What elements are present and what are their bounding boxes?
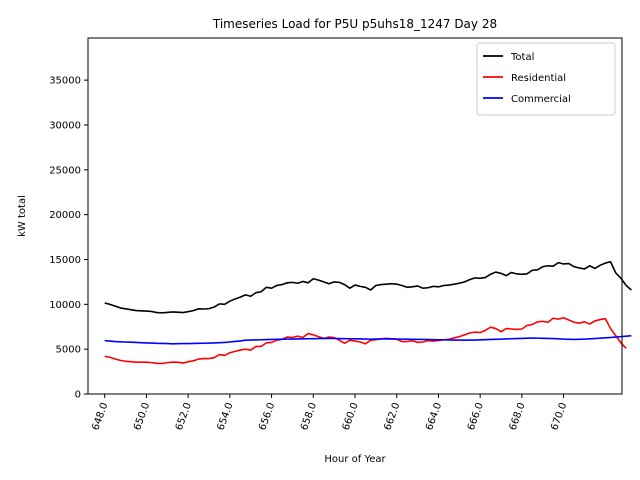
legend: Total Residential Commercial — [476, 42, 616, 116]
y-tick-label: 0 — [75, 390, 81, 401]
y-tick-label: 30000 — [49, 120, 81, 131]
y-axis-ticks: 0 5000 10000 15000 20000 25000 30000 35000 — [49, 76, 88, 401]
legend-box — [476, 42, 616, 116]
series-line-commercial — [104, 334, 632, 345]
y-tick-label: 35000 — [49, 76, 81, 87]
y-tick-label: 5000 — [56, 345, 81, 356]
legend-label-residential: Residential — [511, 73, 566, 84]
chart-title: Timeseries Load for P5U p5uhs18_1247 Day… — [212, 17, 497, 31]
y-tick-label: 10000 — [49, 300, 81, 311]
y-tick-label: 20000 — [49, 210, 81, 221]
y-axis-label: kW total — [17, 195, 28, 237]
y-tick-label: 15000 — [49, 255, 81, 266]
legend-label-total: Total — [510, 52, 534, 63]
y-tick-label: 25000 — [49, 165, 81, 176]
plot-lines — [104, 260, 632, 365]
series-line-residential — [104, 316, 627, 365]
legend-label-commercial: Commercial — [511, 94, 571, 105]
x-axis-label: Hour of Year — [324, 454, 386, 465]
series-line-total — [104, 260, 632, 314]
